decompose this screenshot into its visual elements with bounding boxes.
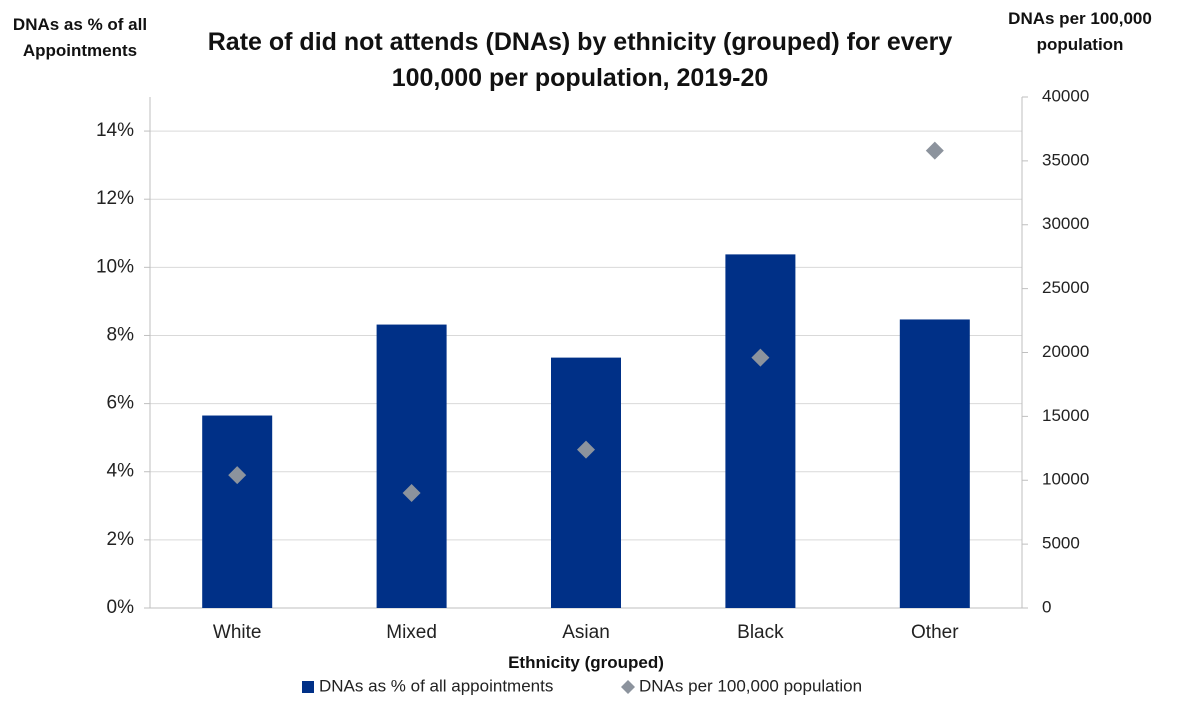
legend-label: DNAs per 100,000 population bbox=[639, 676, 862, 695]
y2-tick-label: 20000 bbox=[1042, 342, 1089, 361]
x-tick-label: Other bbox=[911, 622, 959, 643]
y2-axis-title: DNAs per 100,000 population bbox=[1008, 9, 1152, 54]
bar bbox=[551, 357, 621, 608]
point bbox=[228, 466, 247, 485]
y2-tick-label: 25000 bbox=[1042, 278, 1089, 297]
y-tick-label: 10% bbox=[96, 256, 134, 277]
bar bbox=[376, 324, 447, 608]
point bbox=[925, 141, 944, 160]
y-tick-label: 8% bbox=[107, 324, 135, 345]
y2-tick-label: 35000 bbox=[1042, 150, 1089, 169]
x-axis-title: Ethnicity (grouped) bbox=[508, 653, 664, 672]
y2-tick-label: 15000 bbox=[1042, 406, 1089, 425]
y-axis-title: DNAs as % of all Appointments bbox=[12, 15, 148, 60]
y-tick-label: 6% bbox=[107, 393, 135, 414]
y-tick-label: 4% bbox=[107, 461, 135, 482]
chart-title: Rate of did not attends (DNAs) by ethnic… bbox=[207, 28, 953, 92]
y-tick-label: 14% bbox=[96, 120, 134, 141]
point bbox=[577, 440, 595, 459]
point bbox=[402, 484, 421, 503]
y-tick-label: 2% bbox=[107, 529, 135, 550]
y2-tick-label: 0 bbox=[1042, 597, 1051, 616]
bar bbox=[202, 415, 273, 608]
bar bbox=[899, 319, 970, 608]
y2-tick-label: 40000 bbox=[1042, 86, 1089, 105]
x-tick-label: Black bbox=[737, 622, 784, 643]
y2-tick-label: 10000 bbox=[1042, 470, 1089, 489]
point bbox=[751, 348, 770, 367]
y2-tick-label: 30000 bbox=[1042, 214, 1089, 233]
y-tick-label: 0% bbox=[107, 597, 135, 618]
x-tick-label: White bbox=[213, 622, 262, 643]
legend-label: DNAs as % of all appointments bbox=[319, 676, 553, 695]
bar bbox=[725, 254, 796, 608]
x-tick-label: Asian bbox=[562, 622, 610, 643]
legend-swatch bbox=[302, 681, 314, 693]
x-tick-label: Mixed bbox=[386, 622, 437, 643]
y2-tick-label: 5000 bbox=[1042, 534, 1080, 553]
legend-swatch bbox=[621, 680, 635, 694]
y-tick-label: 12% bbox=[96, 188, 134, 209]
